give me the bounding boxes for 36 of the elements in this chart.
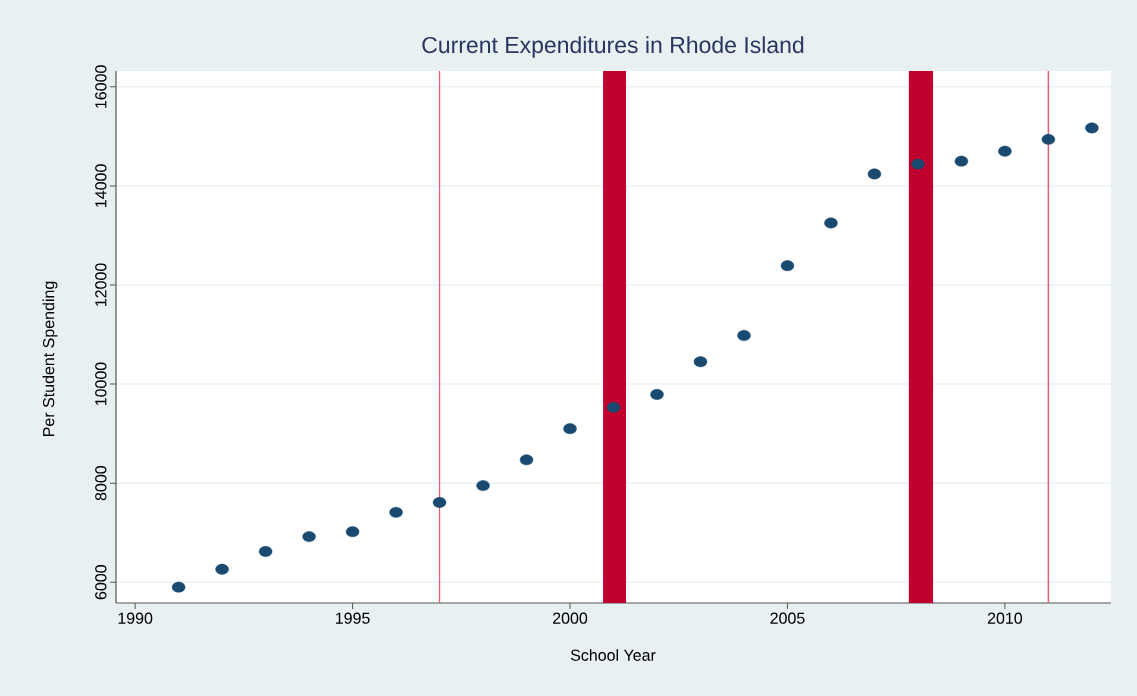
point [563,423,577,435]
point [345,526,360,538]
y-tick-label: 12000 [95,263,107,307]
point [824,217,838,229]
point [476,480,490,491]
y-tick-label: 6000 [95,565,107,600]
point [258,546,273,557]
point [171,581,186,593]
x-tick-label: 2005 [770,612,805,624]
x-tick-label: 2000 [553,612,588,624]
point [998,145,1012,157]
y-tick-label: 14000 [95,164,107,207]
point [867,168,882,180]
point [737,330,751,341]
point [780,260,795,272]
point [432,497,447,508]
point [302,531,316,543]
point [215,563,229,575]
y-tick-label: 16000 [95,65,107,108]
point [954,155,969,167]
x-tick-label: 2010 [987,612,1023,624]
x-tick-label: 1995 [336,612,370,624]
x-axis-title: School Year [570,649,656,661]
point [650,389,664,400]
point [1085,122,1099,134]
y-axis-title: Per Student Spending [42,281,58,436]
y-tick-label: 10000 [95,362,107,406]
y-tick-label: 8000 [95,465,107,501]
point [1041,133,1056,145]
x-tick-label: 1990 [118,612,153,624]
point [911,158,925,170]
chart-title: Current Expenditures in Rhode Island [422,36,804,58]
point [519,454,534,466]
point [606,401,621,413]
point [693,356,708,368]
point [389,506,403,518]
